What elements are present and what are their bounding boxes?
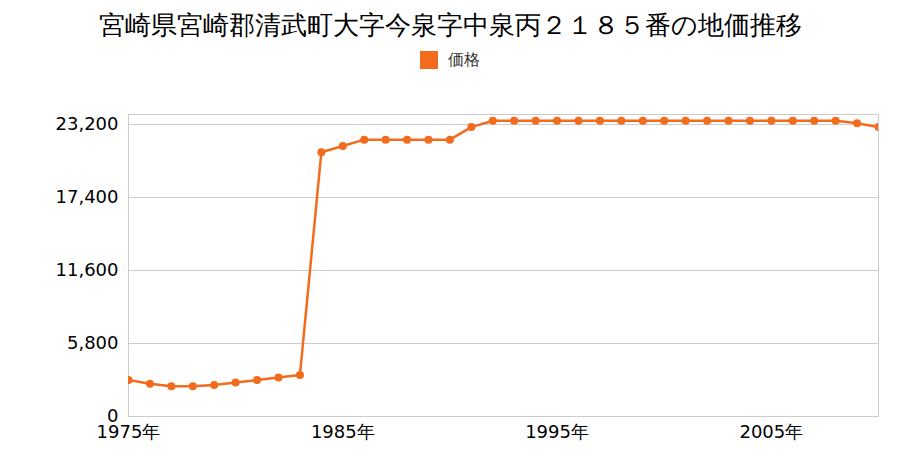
svg-text:1975年: 1975年 — [97, 421, 161, 442]
svg-text:1995年: 1995年 — [525, 421, 589, 442]
svg-text:0: 0 — [107, 405, 119, 427]
svg-text:5,800: 5,800 — [67, 332, 119, 353]
svg-text:11,600: 11,600 — [56, 259, 119, 280]
svg-text:1985年: 1985年 — [311, 421, 375, 442]
svg-text:17,400: 17,400 — [56, 186, 119, 207]
svg-text:2005年: 2005年 — [739, 421, 803, 442]
svg-text:23,200: 23,200 — [56, 113, 119, 134]
html-text:価格: 価格 — [448, 49, 480, 69]
html-text:宮崎県宮崎郡清武町大字今泉字中泉丙２１８５番の地価推移: 宮崎県宮崎郡清武町大字今泉字中泉丙２１８５番の地価推移 — [98, 10, 802, 40]
